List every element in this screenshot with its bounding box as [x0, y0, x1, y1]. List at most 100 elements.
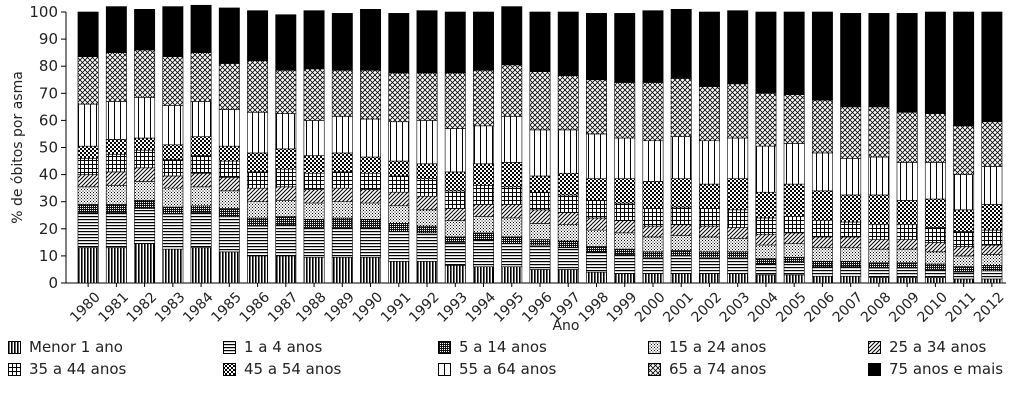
bar-segment	[924, 251, 946, 265]
bar-segment	[924, 227, 946, 243]
bar-segment	[557, 212, 579, 226]
bars	[77, 4, 1003, 284]
x-tick-label: 2000	[632, 289, 669, 326]
bar-segment	[190, 205, 212, 213]
bar-segment	[586, 13, 607, 81]
x-tick-label: 1985	[208, 289, 245, 326]
bar-segment	[162, 187, 184, 208]
bar-segment	[162, 144, 184, 160]
bar-segment	[275, 216, 297, 226]
bar-segment	[670, 8, 692, 79]
bar-segment	[981, 254, 1003, 266]
bar-segment	[896, 111, 918, 163]
bar-segment	[190, 101, 212, 137]
bar-segment	[331, 227, 353, 258]
bar-segment	[275, 14, 297, 71]
bar-segment	[868, 262, 890, 269]
bar-segment	[473, 204, 494, 217]
y-tick-label: 10	[39, 247, 58, 265]
bar-segment	[275, 255, 297, 284]
x-tick-label: 1995	[491, 289, 528, 326]
bar-segment	[247, 60, 269, 113]
bar-segment	[444, 242, 466, 266]
bar-segment	[868, 13, 890, 108]
bar-segment	[134, 49, 156, 98]
legend-swatch	[648, 340, 661, 354]
bar-segment	[811, 190, 833, 221]
bar-segment	[557, 172, 579, 196]
bar-segment	[698, 273, 720, 284]
bar-segment	[840, 221, 862, 238]
bar-segment	[924, 242, 946, 253]
x-tick-label: 2008	[858, 289, 895, 326]
bar-segment	[727, 209, 749, 228]
legend-label: Menor 1 ano	[29, 338, 123, 356]
x-tick-label: 1989	[321, 289, 358, 326]
bar-segment	[727, 227, 749, 239]
bar-segment	[924, 269, 946, 278]
bar-segment	[275, 148, 297, 170]
bar-segment	[444, 171, 466, 192]
x-tick-label: 1999	[604, 289, 641, 326]
bar-segment	[134, 208, 156, 245]
bar-segment	[501, 116, 523, 163]
legend-label: 5 a 14 anos	[459, 338, 547, 356]
bar-segment	[162, 206, 184, 215]
bar-segment	[586, 246, 607, 253]
bar-segment	[331, 69, 353, 117]
bar-segment	[303, 155, 325, 174]
bar-segment	[755, 93, 777, 147]
bar-segment	[501, 64, 523, 117]
bar-segment	[331, 187, 353, 202]
bar-segment	[501, 162, 523, 188]
y-tick-label: 30	[39, 193, 58, 211]
bar-segment	[924, 198, 946, 228]
y-tick-label: 90	[39, 30, 58, 48]
bar-segment	[303, 10, 325, 70]
x-tick-label: 2009	[886, 289, 923, 326]
legend-item: 1 a 4 anos	[223, 338, 322, 356]
bar-segment	[953, 11, 975, 127]
bar-segment	[924, 113, 946, 163]
bar-segment	[360, 256, 382, 284]
legend-swatch	[438, 362, 451, 376]
bar-segment	[670, 78, 692, 137]
bar-segment	[360, 202, 382, 220]
legend-label: 15 a 24 anos	[669, 338, 767, 356]
y-tick-label: 60	[39, 111, 58, 129]
x-tick-label: 2003	[717, 289, 754, 326]
bar-segment	[190, 212, 212, 249]
bar-segment	[981, 278, 1003, 284]
bar-segment	[331, 13, 353, 71]
bar-segment	[416, 72, 438, 121]
bar-segment	[218, 160, 240, 178]
bar-segment	[501, 6, 523, 66]
bar-segment	[727, 256, 749, 274]
bar-segment	[953, 125, 975, 175]
bar-segment	[77, 158, 99, 175]
bar-segment	[360, 69, 382, 120]
bar-segment	[811, 236, 833, 249]
bar-segment	[360, 156, 382, 174]
bar-segment	[416, 261, 438, 284]
bar-segment	[698, 86, 720, 142]
bar-segment	[670, 235, 692, 251]
bar-segment	[727, 10, 749, 85]
bar-segment	[134, 8, 156, 51]
bar-segment	[77, 103, 99, 147]
bar-segment	[275, 200, 297, 217]
y-tick-label: 70	[39, 84, 58, 102]
bar-segment	[670, 136, 692, 179]
bar-segment	[444, 11, 466, 74]
bar-segment	[953, 174, 975, 211]
bar-segment	[614, 248, 636, 255]
bar-segment	[529, 209, 551, 224]
bar-segment	[924, 162, 946, 200]
bar-segment	[614, 232, 636, 250]
bar-segment	[642, 251, 664, 258]
bar-segment	[642, 256, 664, 274]
bar-segment	[77, 56, 99, 105]
bar-segment	[247, 187, 269, 202]
bar-segment	[811, 247, 833, 262]
bar-segment	[388, 205, 410, 224]
